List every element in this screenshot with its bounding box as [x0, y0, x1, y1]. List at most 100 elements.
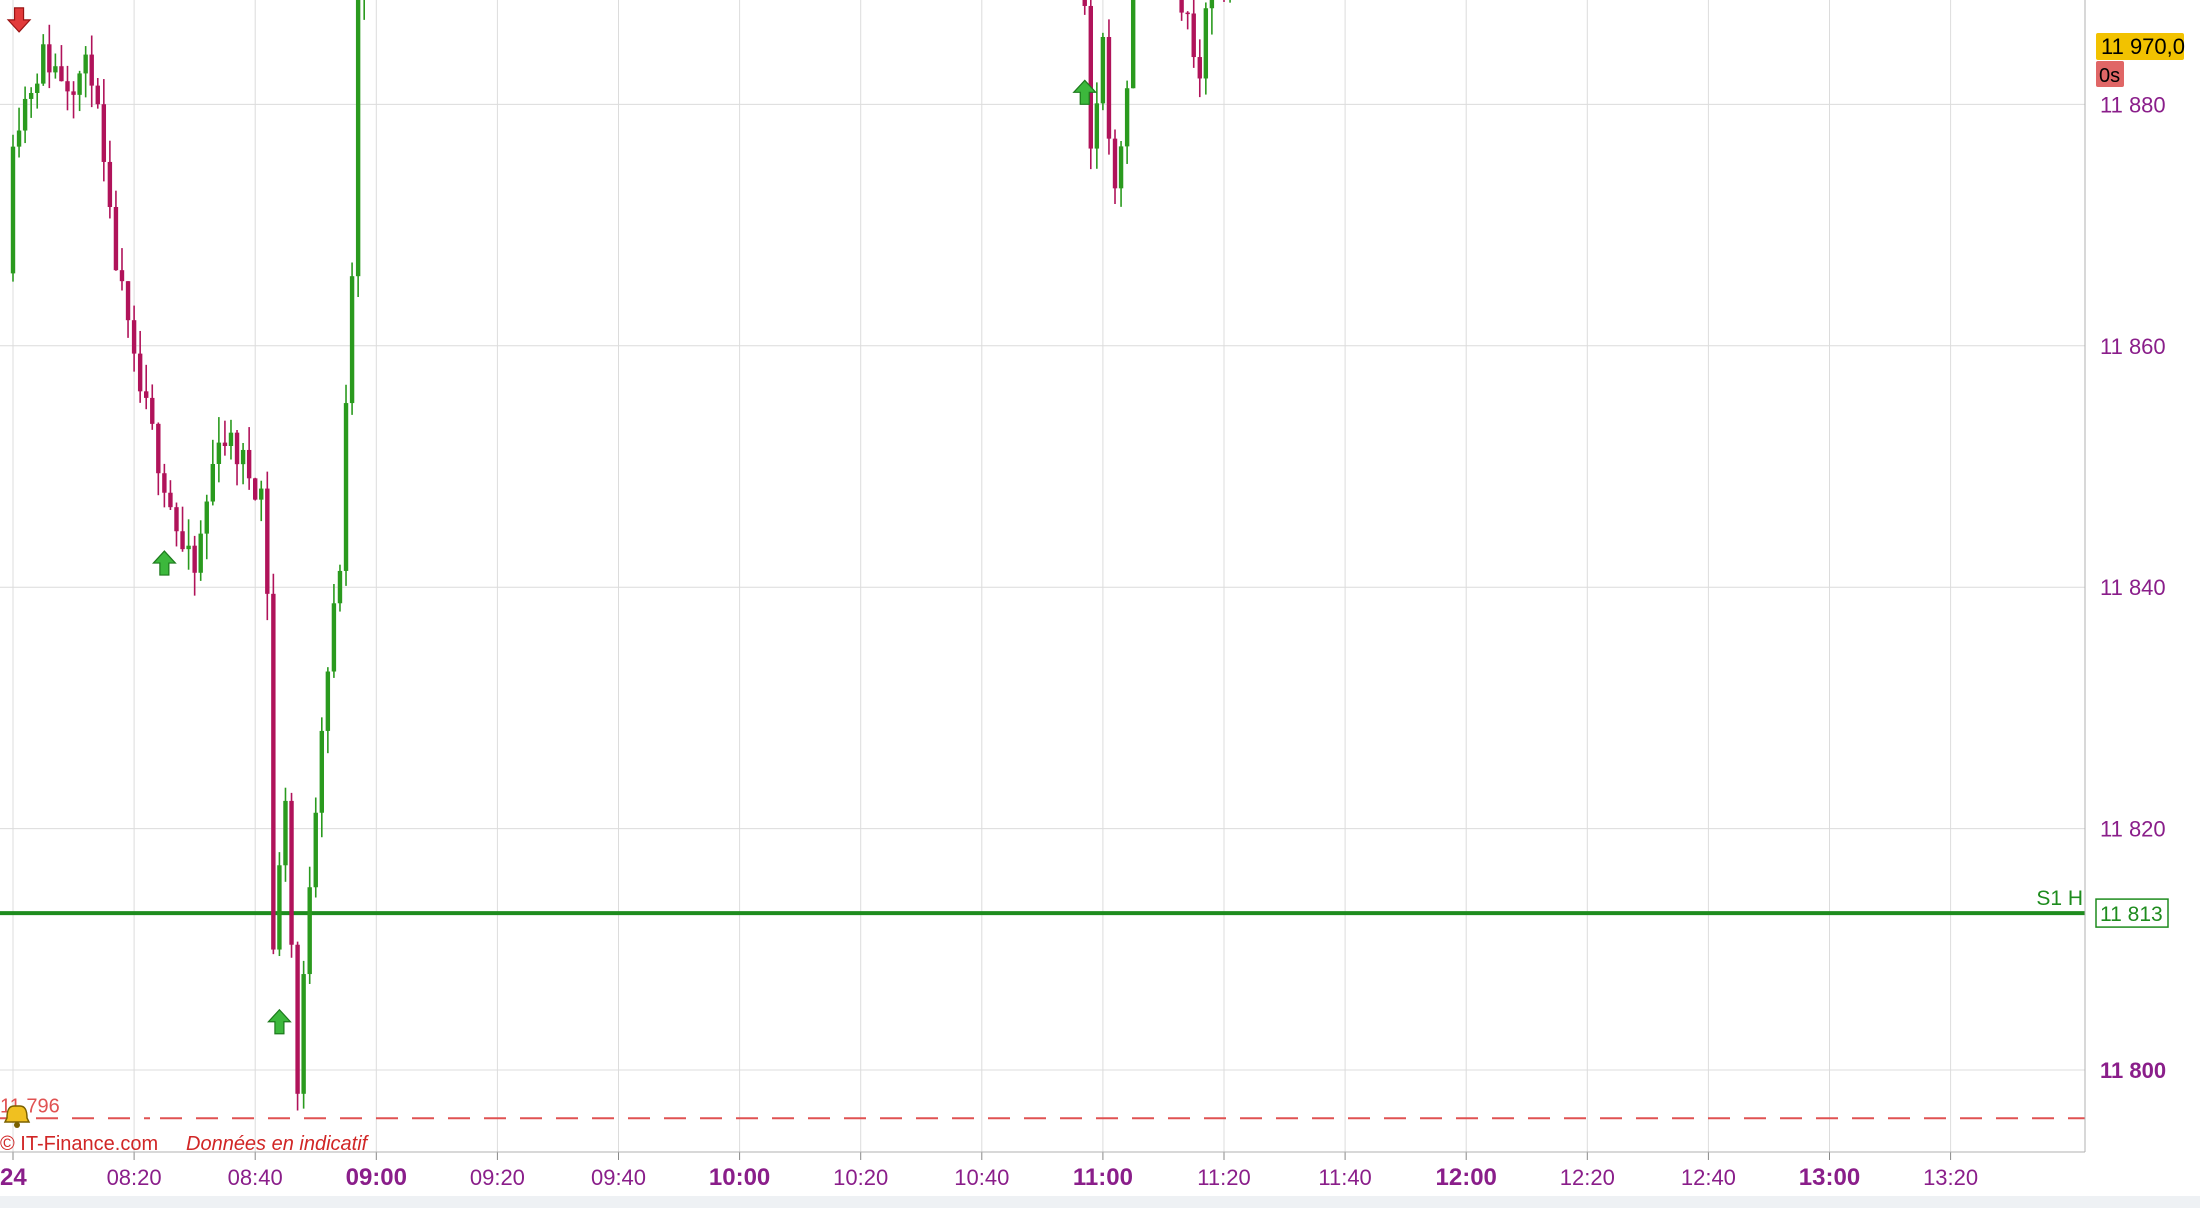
candle — [1229, 0, 1231, 3]
candle — [113, 190, 119, 271]
candle — [1106, 19, 1112, 155]
candle — [47, 24, 52, 89]
candle — [271, 573, 276, 955]
candle — [301, 960, 306, 1109]
candle-body — [41, 44, 46, 84]
bell-icon[interactable] — [3, 1105, 31, 1128]
candle-body — [65, 81, 70, 92]
signal-arrow-down-icon — [6, 7, 32, 33]
x-tick-label: 13:00 — [1799, 1164, 1860, 1191]
candle — [216, 417, 222, 483]
candle — [319, 717, 325, 838]
candle — [1082, 0, 1087, 15]
candle-body — [119, 270, 125, 282]
candle — [1118, 140, 1124, 207]
candle — [10, 134, 16, 282]
candle — [59, 45, 64, 82]
candle — [246, 427, 252, 490]
candle — [240, 442, 246, 485]
candle-body — [174, 507, 179, 532]
candle-body — [1124, 88, 1130, 147]
footer: © IT-Finance.com Données en indicatif — [0, 1105, 370, 1155]
candle — [289, 792, 294, 958]
candle-body — [240, 449, 246, 465]
candle-body — [319, 730, 325, 813]
candle-body — [259, 488, 264, 500]
countdown-label: 0s — [2099, 65, 2120, 87]
candle-body — [210, 463, 216, 502]
candle — [228, 419, 234, 460]
candle — [150, 384, 155, 430]
x-tick-label: 12:20 — [1560, 1165, 1615, 1190]
candle — [1112, 129, 1118, 205]
candle — [222, 420, 228, 456]
candle — [1124, 80, 1130, 164]
x-tick-label: 10:20 — [833, 1165, 888, 1190]
candle — [363, 0, 365, 20]
candle-body — [180, 531, 185, 550]
y-tick-label: 11 820 — [2100, 817, 2166, 842]
candle-body — [1191, 13, 1196, 58]
candle-body — [253, 478, 258, 500]
candle-body — [1118, 146, 1124, 189]
candle-body — [95, 85, 100, 105]
candles — [10, 0, 1231, 1111]
level-label: S1 H — [2036, 887, 2083, 910]
candle-body — [307, 887, 312, 975]
candle — [168, 480, 173, 510]
x-tick-label: 10:40 — [954, 1165, 1009, 1190]
candle — [89, 35, 94, 108]
candle-body — [1082, 0, 1087, 6]
candle-body — [301, 974, 306, 1094]
candle-body — [186, 545, 191, 550]
candle — [174, 502, 179, 547]
candle-body — [1197, 57, 1202, 79]
candle — [325, 667, 331, 754]
level-value-label: 11 813 — [2100, 903, 2163, 926]
candle-body — [150, 397, 155, 424]
candle — [119, 248, 125, 291]
candle-body — [156, 423, 161, 474]
candle-body — [325, 671, 331, 731]
y-tick-label: 11 860 — [2100, 334, 2166, 359]
candle-body — [125, 281, 131, 321]
countdown-badge — [2096, 61, 2124, 87]
candle — [41, 34, 46, 86]
candle — [349, 262, 355, 415]
candle-body — [192, 545, 197, 573]
candle — [1094, 82, 1100, 169]
x-tick-label: 09:20 — [470, 1165, 525, 1190]
candle-body — [295, 944, 300, 1094]
candle-body — [101, 104, 107, 162]
candle-body — [77, 73, 82, 95]
candle — [1179, 0, 1184, 21]
y-tick-label: 11 800 — [2100, 1058, 2166, 1083]
candle-body — [283, 800, 288, 866]
y-tick-label: 11 840 — [2100, 575, 2166, 600]
candle-body — [222, 442, 228, 447]
candle — [156, 422, 161, 496]
candle — [1185, 11, 1190, 30]
candle — [1197, 39, 1202, 98]
candle-body — [83, 54, 88, 74]
x-tick-label: 11:20 — [1197, 1165, 1250, 1190]
candle — [198, 520, 203, 581]
x-tick-label: 13:20 — [1923, 1165, 1978, 1190]
candle-body — [1100, 36, 1106, 104]
candle-body — [198, 533, 203, 573]
bottom-scroll-strip — [0, 1196, 2200, 1208]
candle-body — [343, 403, 349, 571]
candle-body — [289, 800, 294, 945]
candle — [210, 439, 216, 506]
candle — [131, 305, 137, 372]
x-tick-label: 12:00 — [1436, 1164, 1497, 1191]
candle-body — [1130, 0, 1136, 89]
candle-body — [144, 391, 149, 398]
candle — [259, 480, 264, 522]
candle-body — [47, 44, 52, 73]
candle-body — [349, 276, 355, 404]
candle-body — [337, 570, 343, 604]
candle-body — [355, 0, 361, 277]
